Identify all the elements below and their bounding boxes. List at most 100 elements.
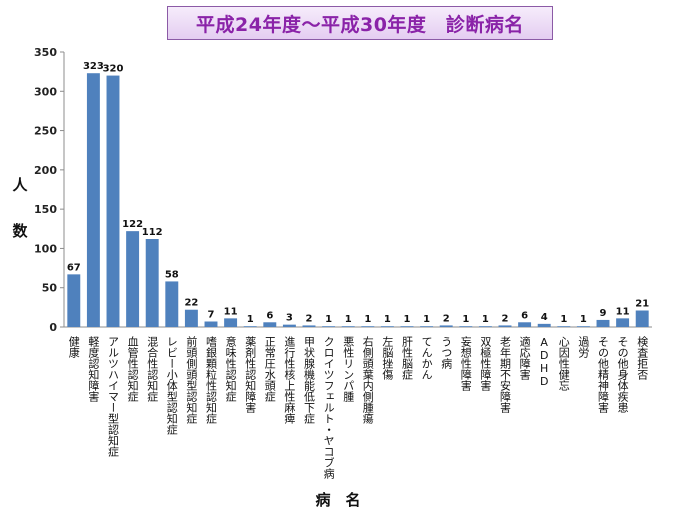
bar-value-label: 1 (345, 314, 352, 325)
category-label: ADHD (538, 336, 551, 388)
bar (518, 322, 532, 327)
bar (263, 322, 277, 327)
bar (596, 319, 610, 327)
category-label: 正常圧水頭症 (263, 336, 276, 403)
category-label: その他身体疾患 (616, 336, 629, 413)
category-label: アルツハイマー型認知症 (107, 336, 120, 458)
bar (126, 231, 140, 327)
bar-value-label: 6 (266, 310, 273, 321)
bar-value-label: 3 (286, 313, 293, 324)
category-label: 検査拒否 (636, 335, 649, 381)
category-label: 健康 (67, 336, 80, 358)
category-label: 過労 (577, 336, 590, 359)
bar (459, 326, 473, 327)
bar-value-label: 1 (247, 314, 254, 325)
bar-value-label: 22 (184, 298, 198, 309)
bar (243, 326, 257, 327)
bar-value-label: 1 (364, 314, 371, 325)
bar (86, 73, 100, 327)
category-label: 双極性障害 (479, 336, 492, 392)
bar (302, 325, 316, 327)
category-label: 老年期不安障害 (499, 336, 512, 414)
bar (576, 326, 590, 327)
y-tick-label: 350 (34, 46, 57, 59)
bar-value-label: 67 (67, 262, 81, 273)
bar-value-label: 7 (208, 310, 215, 321)
bar (282, 324, 296, 327)
y-axis-title: 人数 (12, 176, 28, 240)
bar (165, 281, 179, 327)
bar-value-label: 1 (384, 314, 391, 325)
category-label: 適応障害 (518, 335, 531, 381)
bar-value-label: 11 (224, 306, 238, 317)
category-label: 混合性認知症 (146, 336, 159, 403)
bar-value-label: 1 (325, 314, 332, 325)
bar (145, 239, 159, 327)
category-label: 肝性脳症 (401, 336, 414, 381)
category-label: 進行性核上性麻痺 (283, 336, 296, 425)
category-label: クロイツフェルト・ヤコブ病 (322, 336, 335, 480)
bar-value-label: 323 (83, 61, 104, 72)
chart-title: 平成24年度～平成30年度 診断病名 (196, 13, 524, 36)
bar-value-label: 2 (306, 313, 313, 324)
bar (106, 75, 120, 327)
bar (557, 326, 571, 327)
x-axis-title: 病 名 (315, 491, 360, 509)
bar-value-label: 122 (122, 219, 143, 230)
chart-title-box: 平成24年度～平成30年度 診断病名 (167, 6, 553, 40)
bar (478, 326, 492, 327)
bar-value-label: 1 (423, 314, 430, 325)
category-label: 軽度認知障害 (87, 336, 100, 403)
bar-value-label: 21 (635, 299, 649, 310)
category-label: 左脳挫傷 (381, 336, 394, 381)
category-label: 嗜銀顆粒性認知症 (205, 336, 218, 425)
bar (380, 326, 394, 327)
axis-titles: 人数病 名 (12, 176, 360, 509)
category-label: 妄想性障害 (459, 335, 472, 392)
bar (498, 325, 512, 327)
bar (537, 323, 551, 327)
y-tick-label: 150 (34, 203, 57, 216)
category-labels: 健康 軽度認知障害 アルツハイマー型認知症 血管性認知症 混合性認知症 レビー小体型認知症… (67, 335, 648, 480)
bar (616, 318, 630, 327)
bar-value-label: 1 (482, 314, 489, 325)
category-label: 心因性健忘 (557, 336, 570, 391)
bar-value-label: 1 (462, 314, 469, 325)
bar-value-label: 112 (142, 227, 163, 238)
category-label: 意味性認知症 (224, 335, 237, 403)
bar-value-label: 58 (165, 269, 179, 280)
bar-value-label: 9 (600, 308, 607, 319)
bar (420, 326, 434, 327)
y-tick-label: 0 (49, 321, 57, 334)
bar-value-label: 6 (521, 310, 528, 321)
bar (400, 326, 414, 327)
bar (322, 326, 336, 327)
y-tick-label: 250 (34, 125, 57, 138)
bar (184, 309, 198, 327)
category-label: 右側頭葉内側腫瘍 (361, 335, 374, 425)
bar-value-label: 11 (616, 306, 630, 317)
category-label: 薬剤性認知障害 (244, 336, 257, 414)
category-label: その他精神障害 (597, 336, 610, 414)
category-label: 前頭側頭型認知症 (185, 335, 198, 425)
bar-value-label: 2 (443, 313, 450, 324)
bar (204, 321, 218, 327)
bar-value-label: 4 (541, 312, 548, 323)
bar-value-label: 1 (404, 314, 411, 325)
bar (635, 310, 649, 327)
bar-value-label: 1 (580, 314, 587, 325)
y-tick-label: 300 (34, 85, 57, 98)
category-label: うつ病 (440, 336, 453, 370)
bar (361, 326, 375, 327)
y-tick-label: 100 (34, 242, 57, 255)
bar (439, 325, 453, 327)
y-tick-label: 50 (42, 282, 58, 295)
axes: 0 50 100 150 200 250 300 350 (34, 46, 652, 334)
bar (341, 326, 355, 327)
bar (67, 274, 81, 327)
bar-value-label: 2 (502, 313, 509, 324)
category-label: てんかん (420, 336, 433, 380)
category-label: レビー小体型認知症 (165, 336, 178, 436)
bar-value-label: 320 (103, 64, 124, 75)
